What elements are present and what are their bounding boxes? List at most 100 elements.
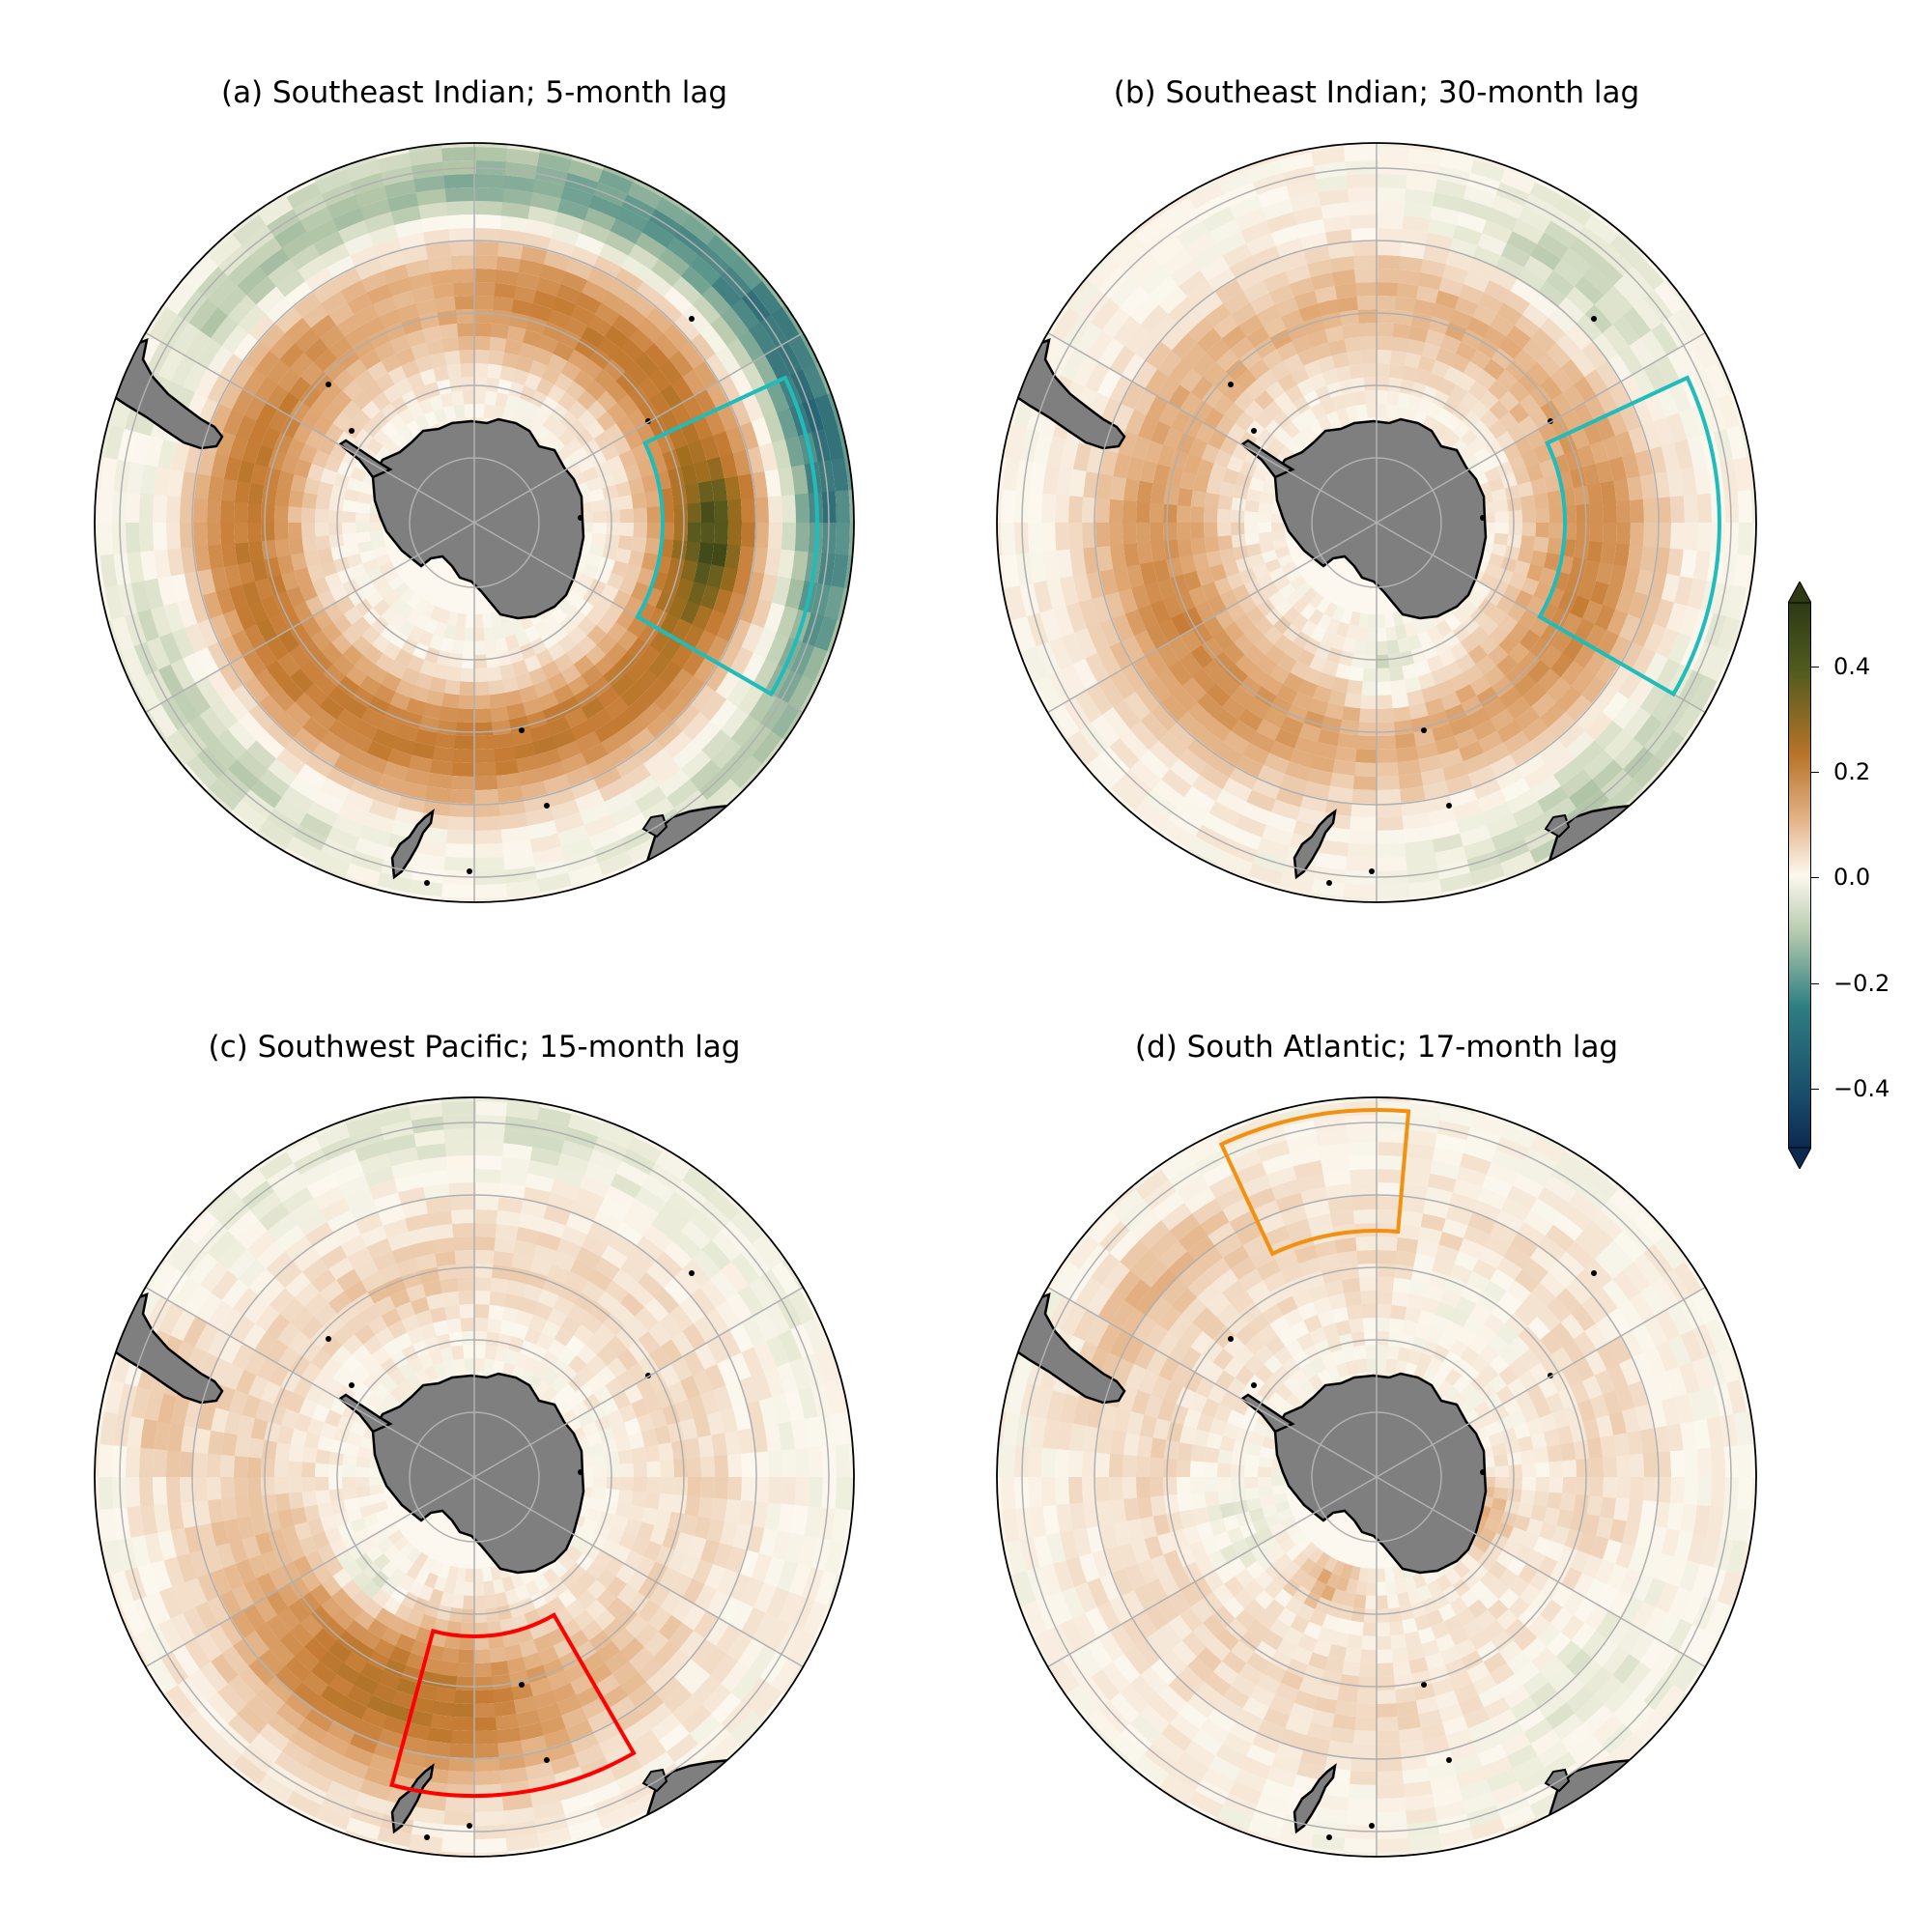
- correlation-cell: [1580, 675, 1607, 705]
- correlation-cell: [765, 632, 790, 667]
- correlation-cell: [492, 1359, 506, 1376]
- correlation-cell: [1539, 644, 1563, 669]
- correlation-cell: [1134, 682, 1162, 713]
- correlation-cell: [596, 1291, 621, 1315]
- correlation-cell: [311, 1530, 330, 1550]
- correlation-cell: [1347, 829, 1377, 845]
- correlation-cell: [672, 275, 703, 306]
- correlation-cell: [1454, 811, 1487, 835]
- correlation-cell: [1252, 244, 1282, 269]
- correlation-cell: [703, 610, 726, 638]
- correlation-cell: [728, 1601, 754, 1633]
- correlation-cell: [554, 1694, 582, 1717]
- correlation-cell: [441, 1100, 476, 1117]
- correlation-cell: [693, 1316, 719, 1345]
- correlation-cell: [1253, 685, 1277, 708]
- correlation-cell: [327, 685, 353, 709]
- correlation-cell: [472, 1756, 500, 1773]
- correlation-cell: [603, 789, 636, 815]
- correlation-cell: [250, 1190, 284, 1221]
- correlation-cell: [794, 523, 810, 554]
- correlation-cell: [226, 758, 259, 790]
- correlation-cell: [1215, 230, 1248, 256]
- correlation-cell: [646, 506, 662, 524]
- correlation-cell: [1150, 501, 1164, 523]
- correlation-cell: [1181, 342, 1208, 368]
- correlation-cell: [217, 284, 248, 316]
- correlation-cell: [1321, 659, 1339, 677]
- correlation-cell: [418, 202, 449, 219]
- correlation-cell: [127, 460, 145, 494]
- correlation-cell: [1627, 591, 1649, 620]
- correlation-cell: [320, 1596, 343, 1619]
- correlation-cell: [1406, 175, 1439, 193]
- correlation-cell: [726, 1477, 742, 1502]
- correlation-cell: [144, 1388, 164, 1422]
- correlation-cell: [448, 377, 464, 393]
- correlation-cell: [1261, 674, 1284, 696]
- correlation-cell: [370, 143, 410, 147]
- correlation-cell: [1504, 664, 1528, 687]
- correlation-cell: [453, 626, 466, 641]
- correlation-cell: [127, 550, 145, 583]
- correlation-cell: [216, 1721, 250, 1755]
- correlation-cell: [535, 648, 554, 668]
- correlation-cell: [713, 1477, 729, 1501]
- correlation-cell: [684, 1437, 701, 1460]
- correlation-cell: [381, 1375, 399, 1393]
- correlation-cell: [322, 1617, 346, 1641]
- correlation-cell: [328, 1256, 355, 1280]
- correlation-cell: [442, 842, 474, 858]
- correlation-cell: [265, 1674, 294, 1703]
- correlation-cell: [397, 619, 415, 638]
- correlation-cell: [1313, 741, 1338, 760]
- correlation-cell: [279, 1296, 305, 1322]
- correlation-cell: [1258, 530, 1273, 544]
- correlation-cell: [687, 1535, 707, 1561]
- correlation-cell: [1219, 547, 1236, 564]
- correlation-cell: [474, 1263, 495, 1278]
- correlation-cell: [700, 523, 715, 545]
- correlation-cell: [692, 414, 714, 442]
- correlation-cell: [388, 1567, 407, 1586]
- correlation-cell: [1569, 237, 1603, 268]
- correlation-cell: [522, 1652, 543, 1671]
- correlation-cell: [1463, 360, 1485, 382]
- correlation-cell: [1458, 824, 1492, 847]
- correlation-cell: [1051, 305, 1081, 342]
- correlation-cell: [265, 720, 294, 749]
- correlation-cell: [697, 1496, 715, 1520]
- correlation-cell: [670, 1694, 702, 1725]
- correlation-cell: [1112, 612, 1134, 641]
- correlation-cell: [730, 256, 764, 292]
- correlation-cell: [1485, 813, 1519, 838]
- correlation-cell: [280, 1560, 301, 1584]
- correlation-cell: [1048, 636, 1073, 670]
- correlation-cell: [1122, 690, 1151, 721]
- correlation-cell: [472, 735, 495, 751]
- panel-b: (b) Southeast Indian; 30-month lag: [995, 73, 1758, 904]
- correlation-cell: [1613, 275, 1645, 309]
- correlation-cell: [1361, 668, 1377, 682]
- correlation-cell: [752, 1612, 779, 1647]
- correlation-cell: [377, 773, 406, 795]
- correlation-cell: [732, 569, 752, 597]
- correlation-cell: [587, 268, 616, 292]
- correlation-cell: [1204, 874, 1244, 901]
- correlation-cell: [1230, 522, 1245, 536]
- correlation-cell: [1474, 655, 1497, 676]
- correlation-cell: [374, 340, 397, 361]
- correlation-cell: [430, 1223, 455, 1240]
- correlation-cell: [559, 411, 579, 430]
- correlation-cell: [714, 1624, 742, 1656]
- correlation-cell: [1208, 267, 1237, 293]
- correlation-cell: [140, 1417, 158, 1449]
- correlation-cell: [1567, 779, 1601, 810]
- correlation-cell: [440, 323, 460, 339]
- correlation-cell: [1475, 789, 1507, 813]
- correlation-cell: [1696, 523, 1712, 554]
- correlation-cell: [775, 1624, 803, 1661]
- correlation-cell: [1027, 521, 1043, 554]
- correlation-cell: [748, 1644, 777, 1679]
- correlation-cell: [719, 747, 753, 781]
